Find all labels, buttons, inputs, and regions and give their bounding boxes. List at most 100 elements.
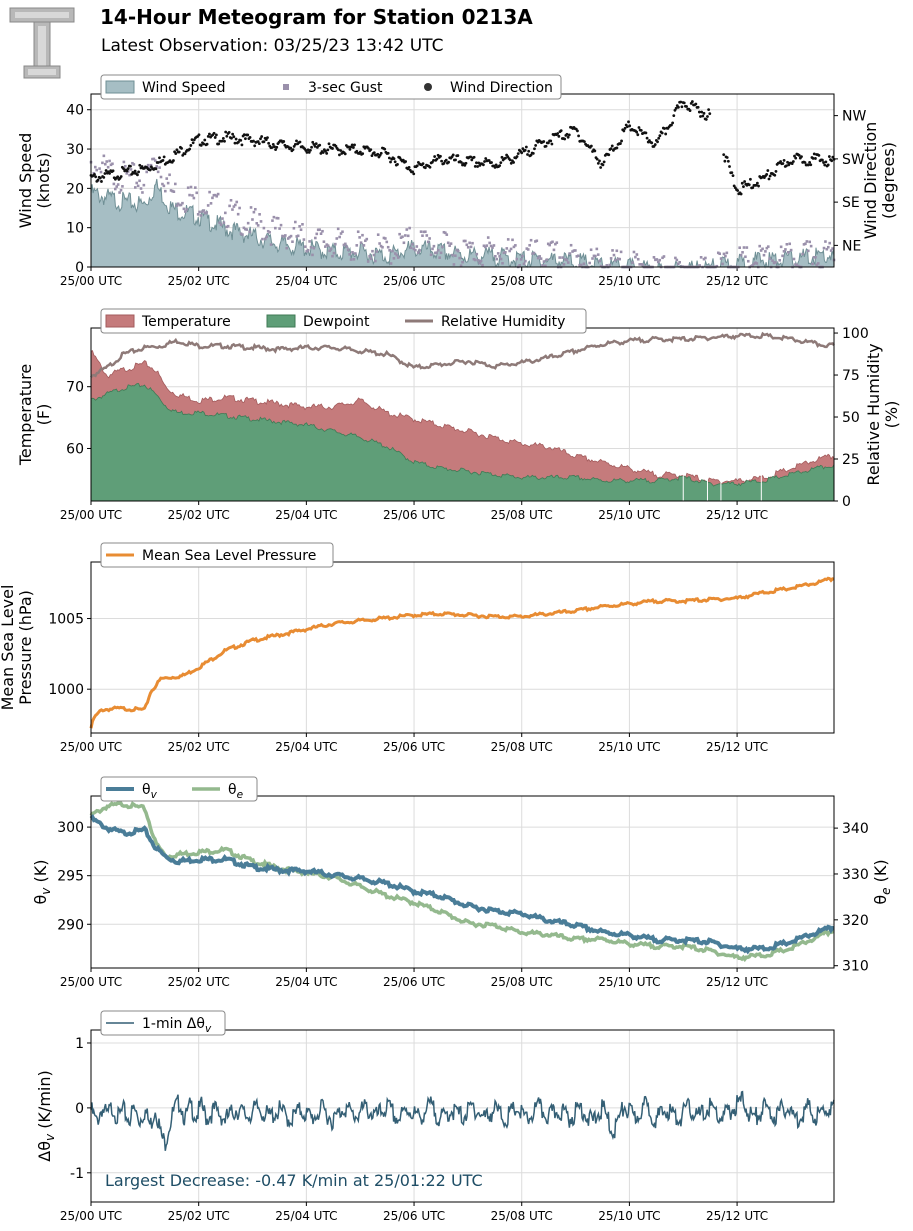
direction-point: [598, 159, 601, 163]
x-tick-label: 25/02 UTC: [168, 274, 230, 288]
gust-point: [161, 182, 164, 186]
gust-point: [258, 213, 261, 216]
x-tick-label: 25/04 UTC: [275, 1209, 337, 1223]
gust-point: [605, 264, 609, 267]
direction-point: [625, 125, 629, 129]
gust-point: [518, 263, 521, 267]
direction-point: [199, 143, 203, 147]
direction-point: [108, 172, 111, 175]
direction-point: [442, 162, 446, 165]
gust-point: [795, 263, 799, 267]
direction-point: [223, 139, 226, 143]
gust-point: [302, 238, 306, 241]
direction-point: [161, 159, 165, 162]
direction-point: [766, 169, 770, 172]
direction-point: [203, 138, 207, 142]
direction-point: [126, 167, 130, 171]
gust-point: [831, 247, 834, 250]
direction-point: [220, 139, 224, 143]
gust-point: [796, 264, 800, 268]
gust-point: [209, 202, 213, 205]
direction-point: [728, 165, 731, 168]
gust-point: [619, 250, 623, 254]
x-tick-label: 25/10 UTC: [598, 508, 660, 522]
legend-item: 3-sec Gust: [283, 80, 383, 96]
direction-point: [137, 170, 140, 174]
gust-point: [169, 189, 173, 192]
gust-point: [334, 242, 337, 246]
gust-point: [491, 246, 494, 249]
y-tick-label: 1000: [48, 682, 84, 698]
gust-point: [761, 247, 764, 251]
gust-point: [318, 228, 321, 231]
direction-point: [589, 144, 593, 148]
gust-point: [394, 252, 397, 255]
x-tick-label: 25/04 UTC: [275, 975, 337, 989]
direction-point: [620, 139, 623, 143]
gust-point: [465, 243, 469, 247]
legend-item: Dewpoint: [266, 314, 370, 330]
gust-point: [285, 246, 289, 250]
gust-point: [564, 258, 567, 261]
y-tick-label: 0: [75, 1101, 84, 1117]
direction-point: [387, 156, 391, 160]
gust-point: [205, 211, 209, 214]
direction-point: [800, 155, 803, 159]
direction-point: [307, 150, 311, 154]
gust-point: [445, 233, 449, 236]
gust-point: [308, 240, 311, 243]
gust-point: [632, 250, 636, 254]
gust-point: [155, 165, 159, 168]
gust-point: [326, 244, 330, 248]
gust-point: [125, 172, 129, 175]
x-tick-label: 25/10 UTC: [598, 975, 660, 989]
direction-point: [188, 147, 192, 151]
direction-point: [411, 170, 414, 174]
gust-point: [364, 239, 367, 243]
gust-point: [538, 255, 541, 258]
y2-tick-label: NW: [842, 109, 866, 125]
x-tick-label: 25/04 UTC: [275, 274, 337, 288]
gust-point: [245, 228, 249, 231]
gust-point: [506, 238, 510, 241]
x-tick-label: 25/02 UTC: [168, 975, 230, 989]
gust-point: [366, 260, 370, 263]
direction-point: [487, 159, 491, 162]
temp-panel: 25/00 UTC 25/02 UTC 25/04 UTC 25/06 UTC 25/0…: [16, 308, 901, 522]
direction-point: [433, 155, 437, 158]
direction-point: [508, 158, 512, 162]
gust-point: [375, 250, 379, 253]
gust-point: [175, 204, 179, 207]
gust-point: [551, 240, 554, 244]
direction-point: [271, 142, 275, 146]
direction-point: [129, 164, 132, 168]
direction-point: [432, 158, 435, 162]
direction-point: [197, 133, 201, 137]
gust-point: [746, 259, 750, 263]
gust-point: [552, 248, 556, 252]
gust-point: [466, 246, 470, 249]
gust-point: [772, 261, 776, 265]
gust-point: [344, 242, 347, 246]
direction-point: [213, 136, 217, 139]
gust-point: [424, 230, 427, 234]
gust-point: [502, 251, 506, 255]
gust-point: [758, 244, 761, 248]
gust-point: [512, 245, 516, 249]
gust-point: [822, 246, 826, 250]
direction-point: [282, 140, 286, 143]
y2-tick-label: 320: [842, 913, 869, 929]
direction-point: [755, 181, 759, 185]
gust-point: [421, 234, 424, 237]
gust-point: [401, 235, 404, 239]
direction-point: [311, 140, 315, 144]
gust-point: [765, 246, 769, 250]
direction-point: [599, 166, 603, 169]
gust-point: [474, 258, 477, 262]
gust-point: [429, 253, 433, 257]
direction-point: [339, 149, 343, 152]
direction-point: [314, 142, 318, 146]
gust-point: [386, 245, 390, 249]
gust-point: [486, 236, 490, 239]
gust-point: [639, 263, 643, 266]
